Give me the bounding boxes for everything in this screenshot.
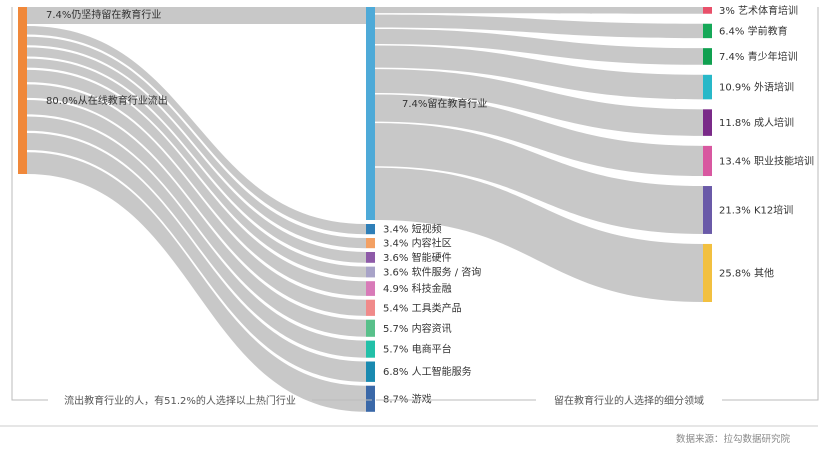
- segment-bar: [703, 145, 712, 177]
- industry-label: 3.4% 短视频: [383, 223, 442, 236]
- industry-bar: [366, 266, 375, 278]
- caption-right: 留在教育行业的人选择的细分领域: [554, 394, 704, 407]
- bar-layer: [18, 7, 712, 412]
- industry-bar: [366, 238, 375, 249]
- industry-label: 5.4% 工具类产品: [383, 301, 462, 314]
- flow-edu-0: [375, 7, 703, 14]
- segment-label: 11.8% 成人培训: [719, 116, 794, 129]
- flow-out-0: [27, 26, 366, 235]
- segment-label: 7.4% 青少年培训: [719, 50, 798, 63]
- segment-bar: [703, 243, 712, 302]
- flow-out-8: [27, 132, 366, 382]
- segment-label: 3% 艺术体育培训: [719, 4, 798, 17]
- middle-label: 7.4%留在教育行业: [402, 97, 487, 110]
- flow-layer: [27, 7, 703, 412]
- industry-label: 6.8% 人工智能服务: [383, 365, 472, 378]
- industry-label: 3.4% 内容社区: [383, 237, 452, 250]
- caption-left: 流出教育行业的人，有51.2%的人选择以上热门行业: [64, 394, 296, 407]
- industry-label: 3.6% 软件服务 / 咨询: [383, 266, 481, 279]
- industry-label: 4.9% 科技金融: [383, 282, 452, 295]
- flow-out-6: [27, 100, 366, 337]
- flow-edu-3: [375, 45, 703, 100]
- flow-edu-4: [375, 69, 703, 136]
- flow-out-3: [27, 58, 366, 278]
- segment-label: 10.9% 外语培训: [719, 81, 794, 94]
- flow-edu-2: [375, 29, 703, 65]
- flow-out-7: [27, 116, 366, 358]
- industry-bar: [366, 299, 375, 316]
- flow-edu-1: [375, 14, 703, 39]
- industry-label: 5.7% 电商平台: [383, 343, 452, 356]
- industry-label: 5.7% 内容资讯: [383, 322, 452, 335]
- segment-bar: [703, 186, 712, 234]
- out-label: 80.0%从在线教育行业流出: [46, 94, 168, 107]
- industry-label: 8.7% 游戏: [383, 392, 432, 405]
- segment-bar: [703, 109, 712, 136]
- industry-bar: [366, 319, 375, 337]
- industry-bar: [366, 224, 375, 235]
- flow-edu-7: [375, 167, 703, 302]
- industry-label: 3.6% 智能硬件: [383, 251, 452, 264]
- flow-stay: [27, 7, 366, 24]
- bracket-left-frame: [11, 7, 48, 401]
- segment-bar: [703, 7, 712, 14]
- industry-bar: [366, 252, 375, 263]
- flow-out-1: [27, 36, 366, 249]
- segment-bar: [703, 48, 712, 65]
- industry-bar: [366, 340, 375, 358]
- source-note: 数据来源：拉勾数据研究院: [676, 433, 791, 445]
- industry-bar: [366, 361, 375, 382]
- middle-bar: [366, 7, 375, 220]
- industry-bar: [366, 385, 375, 412]
- flow-edu-6: [375, 123, 703, 234]
- flow-out-5: [27, 84, 366, 316]
- segment-label: 13.4% 职业技能培训: [719, 154, 814, 167]
- bracket-right-frame: [722, 7, 819, 401]
- source-bar: [18, 7, 27, 174]
- segment-label: 25.8% 其他: [719, 266, 774, 279]
- segment-label: 21.3% K12培训: [719, 203, 793, 216]
- segment-bar: [703, 74, 712, 100]
- flow-edu-5: [375, 94, 703, 177]
- flow-out-2: [27, 47, 366, 263]
- flow-out-9: [27, 152, 366, 412]
- segment-bar: [703, 23, 712, 39]
- industry-bar: [366, 281, 375, 296]
- stay-label: 7.4%仍坚持留在教育行业: [46, 8, 161, 21]
- segment-label: 6.4% 学前教育: [719, 24, 788, 37]
- flow-out-4: [27, 69, 366, 296]
